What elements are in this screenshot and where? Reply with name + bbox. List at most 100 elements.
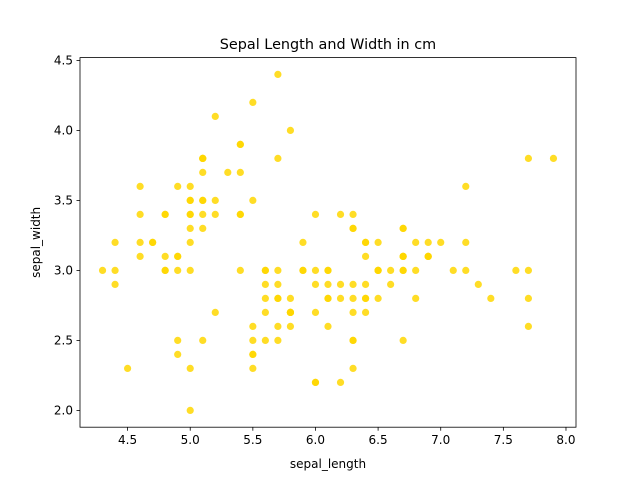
data-point (349, 308, 357, 316)
x-tick-label: 4.5 (118, 433, 137, 447)
data-point (311, 210, 320, 218)
data-point (199, 168, 207, 176)
data-point (186, 210, 194, 218)
data-point (186, 406, 194, 414)
data-point (324, 322, 332, 330)
data-point (374, 266, 382, 274)
data-point (98, 266, 107, 274)
data-point (524, 322, 533, 330)
x-axis: 4.5 5.0 5.5 6.0 6.5 7.0 7.5 8.0 (118, 427, 576, 447)
data-point (111, 266, 119, 274)
data-point (123, 364, 132, 372)
data-point (399, 224, 407, 232)
data-point (161, 266, 169, 274)
data-point (311, 378, 320, 386)
data-point (111, 238, 119, 246)
data-point (274, 154, 282, 162)
y-tick-label: 3.5 (54, 194, 73, 208)
data-point (136, 182, 144, 190)
data-point (261, 336, 269, 344)
data-point (361, 238, 370, 246)
data-point (524, 294, 533, 302)
data-point (174, 336, 182, 344)
data-point (462, 238, 470, 246)
data-point (161, 252, 169, 260)
y-axis-label: sepal_width (29, 207, 43, 278)
data-point (136, 210, 144, 218)
y-tick-label: 2.0 (54, 404, 73, 418)
x-axis-label: sepal_length (290, 457, 366, 471)
x-tick-label: 7.5 (494, 433, 513, 447)
data-point (324, 294, 332, 302)
data-point (462, 182, 470, 190)
data-point (274, 266, 282, 274)
x-tick-label: 6.0 (306, 433, 325, 447)
data-point (249, 350, 257, 358)
y-tick-label: 3.0 (54, 264, 73, 278)
data-point (274, 70, 282, 78)
points-layer (98, 70, 558, 414)
data-point (349, 210, 357, 218)
data-point (261, 308, 269, 316)
data-point (474, 280, 482, 288)
data-point (424, 252, 432, 260)
chart-title: Sepal Length and Width in cm (220, 37, 436, 53)
data-point (286, 308, 295, 316)
data-point (199, 224, 207, 232)
data-point (186, 238, 194, 246)
data-point (249, 98, 257, 106)
y-axis: 2.0 2.5 3.0 3.5 4.0 4.5 (54, 54, 80, 418)
data-point (512, 266, 520, 274)
plot-area (80, 57, 576, 428)
data-point (174, 182, 182, 190)
data-point (374, 294, 382, 302)
data-point (311, 280, 320, 288)
data-point (186, 364, 194, 372)
data-point (449, 266, 457, 274)
x-tick-label: 7.0 (431, 433, 450, 447)
data-point (199, 154, 207, 162)
data-point (487, 294, 495, 302)
data-point (349, 294, 357, 302)
data-point (324, 266, 332, 274)
data-point (349, 280, 357, 288)
data-point (136, 252, 144, 260)
data-point (274, 322, 282, 330)
data-point (199, 336, 207, 344)
data-point (286, 322, 295, 330)
data-point (174, 266, 182, 274)
data-point (211, 112, 219, 120)
data-point (336, 280, 345, 288)
data-point (336, 294, 345, 302)
data-point (361, 294, 370, 302)
data-point (374, 238, 382, 246)
data-point (174, 350, 182, 358)
data-point (324, 280, 332, 288)
data-point (274, 294, 282, 302)
data-point (311, 266, 320, 274)
data-point (211, 308, 219, 316)
data-point (199, 196, 207, 204)
data-point (361, 252, 370, 260)
x-tick-label: 5.5 (243, 433, 262, 447)
data-point (236, 168, 244, 176)
data-point (462, 266, 470, 274)
data-point (136, 238, 144, 246)
data-point (399, 252, 407, 260)
data-point (412, 266, 420, 274)
data-point (524, 154, 533, 162)
data-point (249, 196, 257, 204)
x-tick-label: 5.0 (181, 433, 200, 447)
data-point (236, 140, 244, 148)
x-tick-label: 8.0 (556, 433, 575, 447)
data-point (249, 336, 257, 344)
data-point (261, 266, 269, 274)
data-point (424, 238, 432, 246)
data-point (261, 294, 269, 302)
data-point (336, 210, 345, 218)
data-point (186, 266, 194, 274)
data-point (211, 196, 219, 204)
data-point (349, 336, 357, 344)
data-point (299, 266, 307, 274)
data-point (186, 196, 194, 204)
